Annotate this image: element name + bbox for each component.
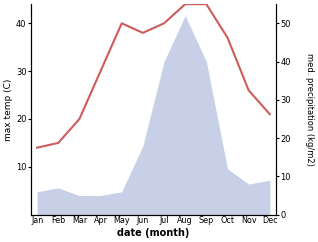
- X-axis label: date (month): date (month): [117, 228, 190, 238]
- Y-axis label: med. precipitation (kg/m2): med. precipitation (kg/m2): [305, 53, 314, 166]
- Y-axis label: max temp (C): max temp (C): [4, 78, 13, 141]
